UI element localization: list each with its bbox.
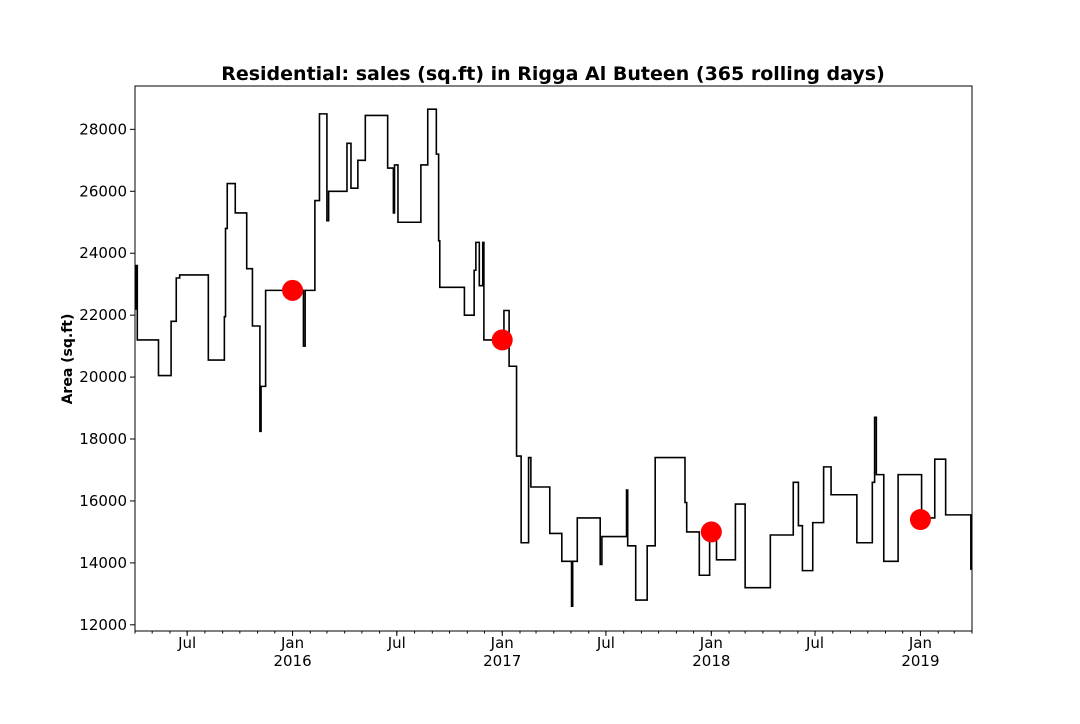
y-tick-label: 16000 bbox=[79, 492, 127, 510]
chart-title: Residential: sales (sq.ft) in Rigga Al B… bbox=[221, 63, 885, 85]
series-line bbox=[135, 108, 972, 608]
x-tick-label: Jan bbox=[490, 634, 514, 652]
x-tick-year-label: 2017 bbox=[483, 652, 521, 670]
x-tick-year-label: 2018 bbox=[692, 652, 730, 670]
x-tick-label: Jul bbox=[596, 634, 615, 652]
y-tick-label: 12000 bbox=[79, 616, 127, 634]
highlight-marker bbox=[491, 329, 513, 351]
x-tick-label: Jan bbox=[280, 634, 304, 652]
y-tick-label: 22000 bbox=[79, 306, 127, 324]
y-tick-label: 20000 bbox=[79, 368, 127, 386]
x-tick-label: Jan bbox=[699, 634, 723, 652]
y-axis: 12000 14000 16000 18000 20000 22000 24000 26000… bbox=[79, 120, 135, 634]
marker-layer bbox=[282, 279, 931, 543]
y-tick-label: 24000 bbox=[79, 244, 127, 262]
x-tick-year-label: 2019 bbox=[901, 652, 939, 670]
y-axis-label: Area (sq.ft) bbox=[60, 314, 76, 405]
highlight-marker bbox=[909, 509, 931, 531]
x-tick-label: Jan bbox=[908, 634, 932, 652]
x-tick-label: Jul bbox=[177, 634, 196, 652]
x-tick-label: Jul bbox=[387, 634, 406, 652]
highlight-marker bbox=[282, 279, 304, 301]
highlight-marker bbox=[700, 521, 722, 543]
y-tick-label: 28000 bbox=[79, 120, 127, 138]
y-tick-label: 18000 bbox=[79, 430, 127, 448]
y-tick-label: 26000 bbox=[79, 182, 127, 200]
y-tick-label: 14000 bbox=[79, 554, 127, 572]
x-tick-label: Jul bbox=[805, 634, 824, 652]
series-layer bbox=[135, 108, 972, 608]
x-tick-year-label: 2016 bbox=[273, 652, 311, 670]
